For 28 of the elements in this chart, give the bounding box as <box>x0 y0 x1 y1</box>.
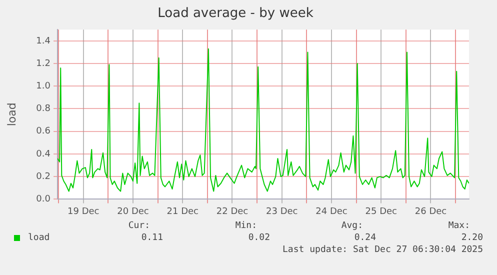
x-tick-label: 25 Dec <box>365 206 398 217</box>
legend-label: load <box>28 233 50 243</box>
y-tick-label: 1.2 <box>36 58 51 69</box>
y-tick-label: 1.0 <box>36 81 51 92</box>
x-tick-label: 19 Dec <box>67 206 100 217</box>
y-tick-label: 0.8 <box>36 104 51 114</box>
x-tick-label: 20 Dec <box>117 206 149 217</box>
text: Last update: Sat Dec 27 06:30:04 2025 <box>282 245 483 255</box>
y-tick-label: 1.4 <box>36 36 51 46</box>
y-tick-label: 0.2 <box>36 172 51 182</box>
x-tick-label: 21 Dec <box>166 206 199 217</box>
text: Min: <box>235 221 257 231</box>
text: 2.20 <box>461 233 483 243</box>
text: Max: <box>448 221 470 231</box>
text: Cur: <box>128 221 150 231</box>
text: 0.02 <box>248 233 270 243</box>
chart-title: Load average - by week <box>158 6 314 22</box>
text: Avg: <box>341 221 363 231</box>
y-tick-label: 0.0 <box>36 194 51 205</box>
text: 0.24 <box>354 233 376 243</box>
x-tick-label: 26 Dec <box>414 206 447 217</box>
text: 0.11 <box>141 233 163 243</box>
y-tick-label: 0.6 <box>36 126 51 137</box>
x-tick-label: 23 Dec <box>266 206 298 217</box>
x-tick-label: 24 Dec <box>316 206 348 217</box>
x-tick-label: 22 Dec <box>216 206 248 217</box>
y-tick-label: 0.4 <box>36 149 51 160</box>
y-axis-title: load <box>5 102 18 126</box>
